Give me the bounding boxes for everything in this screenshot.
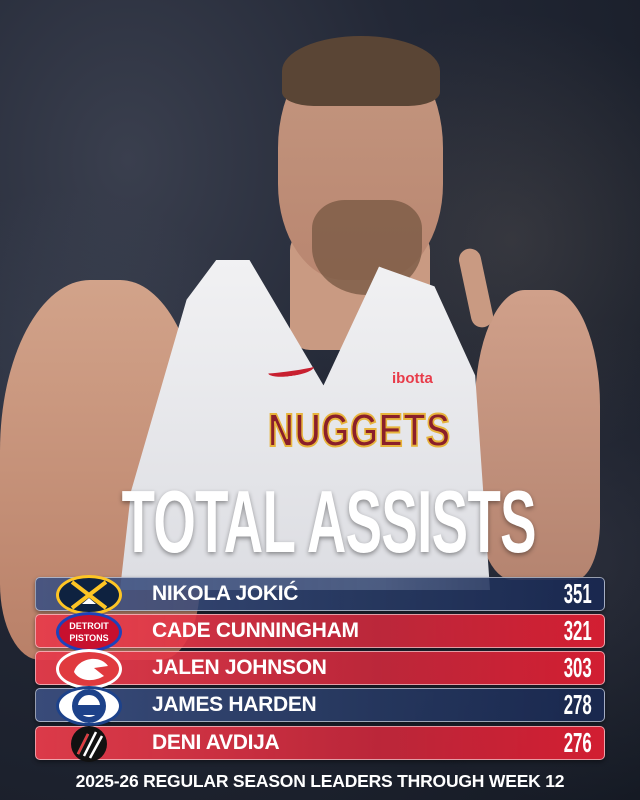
stat-value: 321 — [563, 615, 592, 646]
leader-row: JAMES HARDEN 278 — [35, 686, 605, 726]
player-name: DENI AVDIJA — [152, 731, 280, 754]
footer-caption: 2025-26 REGULAR SEASON LEADERS THROUGH W… — [75, 771, 565, 791]
stat-value: 351 — [563, 578, 592, 609]
leader-row: DENI AVDIJA 276 — [35, 726, 605, 762]
jersey-sponsor: ibotta — [392, 370, 433, 387]
portland-trail-blazers-logo-icon — [56, 724, 122, 764]
atlanta-hawks-logo-icon — [56, 649, 122, 689]
leader-row: DETROIT PISTONS CADE CUNNINGHAM 321 — [35, 612, 605, 652]
player-name: CADE CUNNINGHAM — [152, 619, 359, 642]
graphic-title: TOTAL ASSISTS — [121, 472, 537, 571]
player-name: JALEN JOHNSON — [152, 656, 327, 679]
denver-nuggets-logo-icon — [56, 575, 122, 615]
stat-value: 276 — [563, 727, 592, 758]
detroit-pistons-logo-icon: DETROIT PISTONS — [56, 612, 122, 652]
leader-row: JALEN JOHNSON 303 — [35, 649, 605, 689]
player-name: NIKOLA JOKIĆ — [152, 582, 299, 605]
jersey-wordmark: NUGGETS — [267, 404, 451, 456]
leader-row: NIKOLA JOKIĆ 351 — [35, 575, 605, 615]
player-hair — [282, 36, 440, 106]
stat-value: 303 — [563, 652, 592, 683]
player-arm-right — [475, 290, 600, 580]
stat-value: 278 — [563, 689, 592, 720]
player-name: JAMES HARDEN — [152, 693, 317, 716]
la-clippers-logo-icon — [56, 686, 122, 726]
